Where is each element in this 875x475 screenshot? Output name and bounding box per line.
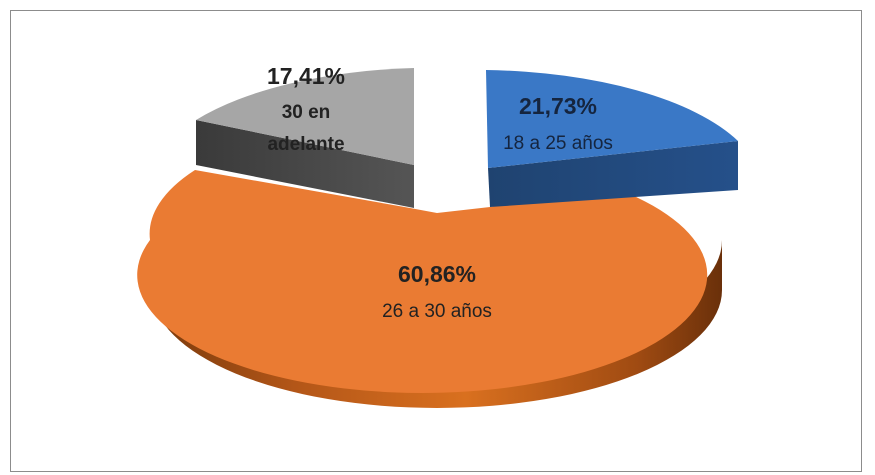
pie-slice-18-25-side (488, 141, 738, 207)
pie-slice-30-plus-top (196, 68, 414, 165)
label-category-30-plus-line1: 30 en (282, 102, 331, 123)
pie-slice-18-25-top (486, 70, 738, 168)
pie-slice-30-plus-side (196, 120, 414, 208)
label-category-18-25: 18 a 25 años (503, 133, 613, 154)
label-value-18-25: 21,73% (519, 93, 597, 119)
label-value-26-30: 60,86% (398, 261, 476, 287)
pie-slice-18-25 (486, 70, 738, 207)
label-value-30-plus: 17,41% (267, 63, 345, 89)
label-category-30-plus-line2: adelante (267, 134, 344, 155)
pie-slice-30-plus (196, 68, 414, 208)
pie-slice-26-30-top (137, 170, 708, 393)
pie-slice-26-30 (137, 170, 722, 408)
label-category-26-30: 26 a 30 años (382, 301, 492, 322)
